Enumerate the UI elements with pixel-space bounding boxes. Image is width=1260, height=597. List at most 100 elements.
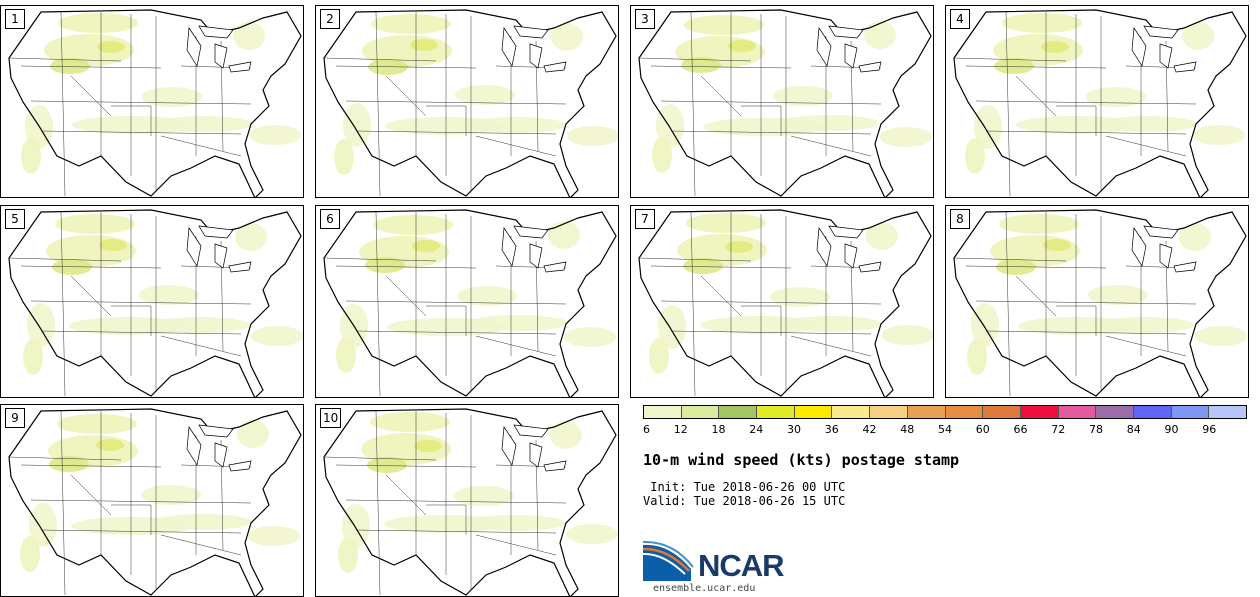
wind-speed-shading: [656, 104, 684, 148]
wind-speed-shading: [781, 316, 881, 332]
state-border: [985, 330, 1187, 335]
great-lake: [501, 226, 517, 267]
stamp-panel: 6: [315, 205, 619, 398]
color-scale-tick-label: 30: [787, 423, 801, 436]
great-lake: [1159, 43, 1173, 69]
wind-speed-shading: [466, 117, 566, 133]
wind-speed-shading: [967, 339, 987, 375]
state-border: [30, 499, 252, 504]
great-lake: [214, 43, 228, 69]
wind-speed-shading: [251, 326, 303, 346]
color-scale-segment: [907, 406, 946, 418]
wind-speed-shading: [1041, 41, 1069, 53]
great-lake: [1173, 61, 1197, 73]
state-border: [20, 265, 162, 269]
state-border: [426, 105, 467, 136]
color-scale-segment: [1020, 406, 1059, 418]
state-border: [323, 57, 437, 62]
us-map: [8, 209, 303, 397]
wind-speed-shading: [150, 317, 250, 333]
color-scale-tick-label: 90: [1164, 423, 1179, 436]
state-border: [475, 534, 557, 556]
wind-speed-shading: [566, 524, 618, 544]
wind-speed-shading: [338, 537, 358, 573]
wind-speed-shading: [152, 514, 252, 530]
ncar-logo-icon: [643, 541, 694, 581]
state-border: [790, 135, 872, 157]
great-lake: [543, 261, 567, 273]
stamp-panel: 10: [315, 404, 619, 597]
state-border: [40, 130, 242, 135]
state-border: [40, 330, 242, 335]
wind-speed-shading: [58, 13, 138, 33]
coastline: [953, 9, 1247, 197]
great-lake: [844, 243, 858, 269]
wind-speed-shading: [249, 125, 301, 145]
wind-speed-shading: [996, 259, 1036, 275]
great-lake: [858, 61, 882, 73]
wind-speed-shading: [684, 15, 764, 35]
stamp-panel: 3: [630, 5, 934, 198]
coastline: [953, 209, 1247, 397]
color-scale-tick-label: 60: [975, 423, 990, 436]
wind-speed-shading: [1002, 13, 1082, 33]
color-scale-segment: [644, 406, 682, 418]
state-border: [60, 11, 66, 197]
state-border: [70, 474, 112, 516]
great-lake: [858, 261, 882, 273]
wind-speed-shading: [410, 39, 438, 51]
state-border: [385, 474, 427, 516]
state-border: [111, 305, 152, 336]
state-border: [160, 534, 242, 556]
wind-speed-shading: [334, 139, 354, 175]
state-border: [20, 464, 162, 468]
color-scale-tick-label: 18: [711, 423, 726, 436]
wind-speed-shading: [237, 420, 269, 448]
state-border: [741, 105, 782, 136]
stamp-panel: 4: [945, 5, 1249, 198]
state-border: [60, 410, 66, 596]
color-scale-tick-label: 24: [749, 423, 764, 436]
color-scale-ticks: 6 12 18 24 30 36 42 48 54 60 66 72 78 84 90 96: [643, 423, 1247, 437]
wind-speed-shading: [1182, 22, 1214, 50]
state-border: [660, 300, 882, 305]
state-border: [323, 257, 437, 262]
great-lake: [529, 243, 543, 269]
wind-speed-shading: [233, 22, 265, 50]
panel-number: 10: [320, 408, 342, 428]
wind-speed-shading: [974, 105, 1002, 149]
wind-speed-shading: [412, 240, 440, 252]
state-border: [345, 300, 567, 305]
wind-speed-shading: [365, 257, 405, 273]
color-scale-tick-label: 66: [1013, 423, 1028, 436]
state-border: [111, 105, 152, 136]
great-lake: [198, 424, 234, 438]
state-border: [355, 330, 557, 335]
wind-speed-shading: [658, 305, 686, 349]
us-map: [953, 209, 1247, 397]
coastline: [8, 209, 302, 397]
state-border: [40, 529, 242, 534]
color-scale-tick-label: 48: [900, 423, 915, 436]
wind-speed-shading: [139, 285, 199, 305]
color-scale-segment: [1171, 406, 1210, 418]
state-border: [70, 275, 112, 317]
great-lake: [186, 26, 202, 67]
state-border: [953, 57, 1067, 62]
coastline: [638, 209, 932, 397]
wind-speed-shading: [50, 58, 90, 74]
color-scale-segment: [870, 406, 908, 418]
state-border: [70, 75, 112, 117]
state-border: [60, 211, 66, 397]
wind-speed-shading: [683, 258, 723, 274]
state-border: [1015, 75, 1057, 117]
chart-title: 10-m wind speed (kts) postage stamp: [643, 451, 960, 469]
wind-speed-shading: [1086, 87, 1146, 107]
ncar-logo-text: NCAR: [698, 548, 785, 583]
color-scale-tick-label: 78: [1089, 423, 1103, 436]
coastline: [323, 408, 617, 596]
state-border: [335, 265, 477, 269]
great-lake: [828, 25, 864, 39]
state-border: [8, 456, 122, 461]
wind-speed-shading: [371, 14, 451, 34]
